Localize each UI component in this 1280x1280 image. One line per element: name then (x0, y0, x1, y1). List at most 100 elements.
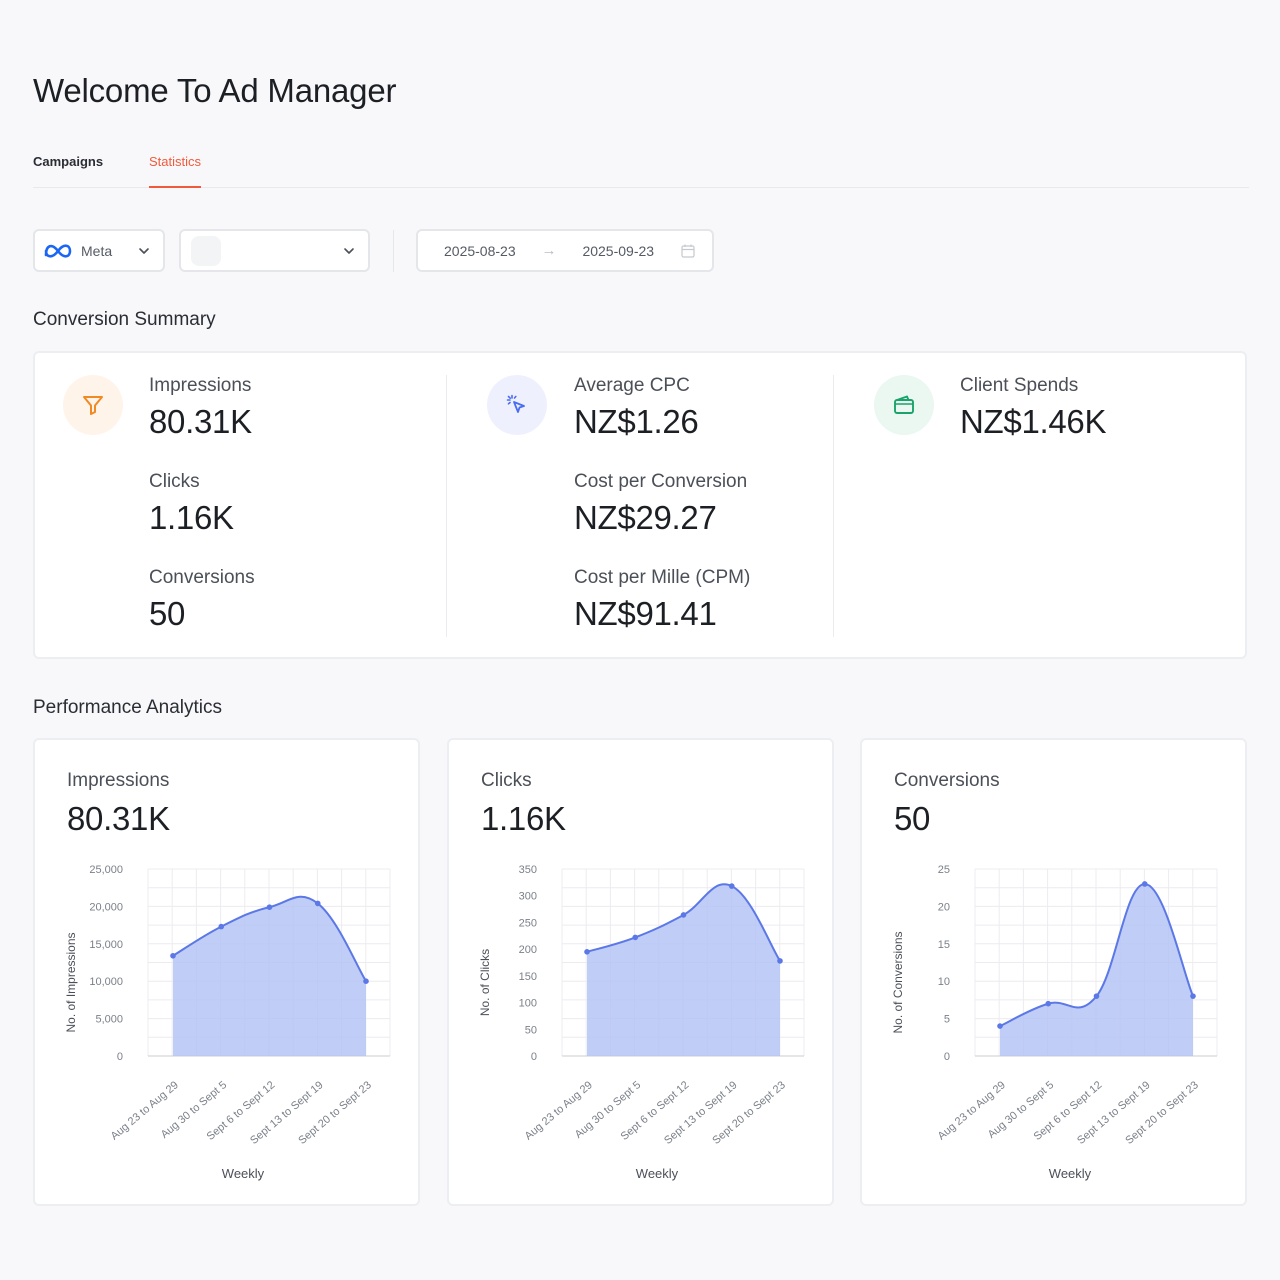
data-point (363, 978, 369, 984)
metric-clicks: Clicks 1.16K (149, 471, 234, 537)
metric-impressions: Impressions 80.31K (149, 375, 252, 441)
conversions-chart-card: Conversions 50 0 5 10 15 20 25 No. of Conversi… (860, 738, 1247, 1206)
chart-card-value: 80.31K (67, 800, 170, 837)
metric-label: Client Spends (960, 375, 1079, 396)
y-axis-label: No. of Conversions (891, 931, 905, 1033)
platform-label: Meta (81, 242, 113, 259)
y-axis-label: No. of Impressions (64, 932, 78, 1032)
data-point (584, 949, 590, 955)
y-tick-label: 300 (519, 891, 537, 903)
data-point (632, 934, 639, 941)
metric-conversions: Conversions 50 (149, 567, 255, 633)
data-point (170, 952, 176, 959)
x-axis-label: Weekly (636, 1166, 679, 1181)
series-line (999, 882, 1194, 1027)
y-tick-label: 150 (519, 971, 537, 983)
series-line (586, 883, 781, 962)
series-area (173, 896, 366, 1056)
data-point (728, 883, 735, 889)
tab-campaigns[interactable]: Campaigns (33, 154, 104, 169)
y-tick-label: 20,000 (89, 901, 123, 913)
metric-value: 80.31K (149, 403, 252, 440)
page-title: Welcome To Ad Manager (33, 72, 397, 109)
y-tick-label: 25 (938, 864, 950, 876)
account-avatar (191, 235, 221, 266)
metric-value: NZ$91.41 (574, 595, 717, 632)
column-divider (833, 375, 834, 637)
y-tick-label: 25,000 (89, 864, 123, 876)
y-axis-label: No. of Clicks (478, 949, 492, 1016)
y-tick-label: 5,000 (95, 1014, 123, 1026)
data-point (997, 1023, 1003, 1029)
metric-value: 50 (149, 595, 186, 632)
chart-card-value: 1.16K (481, 800, 566, 837)
column-divider (446, 375, 447, 637)
chevron-down-icon (139, 248, 149, 254)
metric-label: Cost per Mille (CPM) (574, 567, 751, 588)
metric-average-cpc: Average CPC NZ$1.26 (574, 375, 699, 441)
metric-value: 1.16K (149, 499, 234, 536)
funnel-icon-badge (63, 375, 123, 435)
data-point (1093, 993, 1100, 999)
tab-statistics[interactable]: Statistics (149, 154, 202, 188)
date-range-picker[interactable]: 2025-08-23 → 2025-09-23 (416, 229, 714, 272)
cursor-click-icon (506, 394, 525, 413)
y-tick-label: 15 (938, 939, 950, 951)
impressions-chart: 0 5,000 10,000 15,000 20,000 25,000 No. of Imp… (64, 864, 391, 1181)
date-start[interactable]: 2025-08-23 (444, 242, 516, 259)
platform-select[interactable]: Meta (33, 229, 165, 272)
chart-card-value: 50 (894, 800, 931, 837)
metric-value: NZ$29.27 (574, 499, 717, 536)
clicks-chart-card: Clicks 1.16K 0 50 100 150 200 250 300 350 No. of… (447, 738, 834, 1206)
data-point (1045, 1000, 1052, 1007)
y-tick-label: 50 (525, 1024, 537, 1036)
metric-cpm: Cost per Mille (CPM) NZ$91.41 (574, 567, 750, 633)
metric-label: Cost per Conversion (574, 471, 748, 492)
chevron-down-icon (344, 248, 354, 254)
metric-label: Average CPC (574, 375, 690, 396)
calendar-icon (681, 244, 695, 258)
series-area (587, 884, 780, 1056)
y-tick-label: 250 (519, 917, 537, 929)
data-point (680, 912, 687, 918)
date-end[interactable]: 2025-09-23 (582, 242, 655, 259)
metric-label: Conversions (149, 567, 255, 588)
funnel-icon (83, 396, 103, 415)
metric-value: NZ$1.46K (960, 403, 1107, 440)
data-point (266, 904, 273, 910)
metric-client-spends: Client Spends NZ$1.46K (960, 375, 1106, 441)
impressions-chart-card: Impressions 80.31K 0 5,000 10,000 15,000 20,… (33, 738, 420, 1206)
wallet-icon-badge (874, 375, 934, 435)
account-select[interactable] (179, 229, 370, 272)
y-tick-label: 0 (944, 1051, 950, 1063)
y-tick-label: 10,000 (89, 976, 123, 988)
metric-cost-per-conversion: Cost per Conversion NZ$29.27 (574, 471, 747, 537)
data-point (1190, 993, 1196, 999)
metric-label: Clicks (149, 471, 200, 492)
metric-value: NZ$1.26 (574, 403, 699, 440)
performance-analytics-title: Performance Analytics (33, 697, 223, 718)
y-tick-label: 5 (944, 1014, 950, 1026)
data-point (218, 923, 225, 930)
chart-card-title: Impressions (67, 770, 170, 791)
meta-logo-icon (44, 243, 72, 258)
y-tick-label: 200 (519, 944, 537, 956)
y-tick-label: 350 (519, 864, 537, 876)
series-area (1000, 883, 1193, 1056)
y-tick-label: 20 (938, 901, 950, 913)
x-axis-label: Weekly (1049, 1166, 1092, 1181)
conversion-summary-title: Conversion Summary (33, 309, 216, 330)
wallet-icon (894, 395, 914, 414)
conversion-summary-card: Impressions 80.31K Clicks 1.16K Conversi… (33, 351, 1247, 659)
chart-card-title: Clicks (481, 770, 532, 791)
data-point (777, 958, 783, 964)
y-tick-label: 15,000 (89, 939, 123, 951)
tab-bar: Campaigns Statistics (33, 150, 1249, 188)
y-tick-label: 10 (938, 976, 950, 988)
filter-divider (393, 230, 394, 272)
x-axis-label: Weekly (222, 1166, 265, 1181)
y-tick-label: 100 (519, 998, 537, 1010)
data-point (314, 900, 321, 907)
